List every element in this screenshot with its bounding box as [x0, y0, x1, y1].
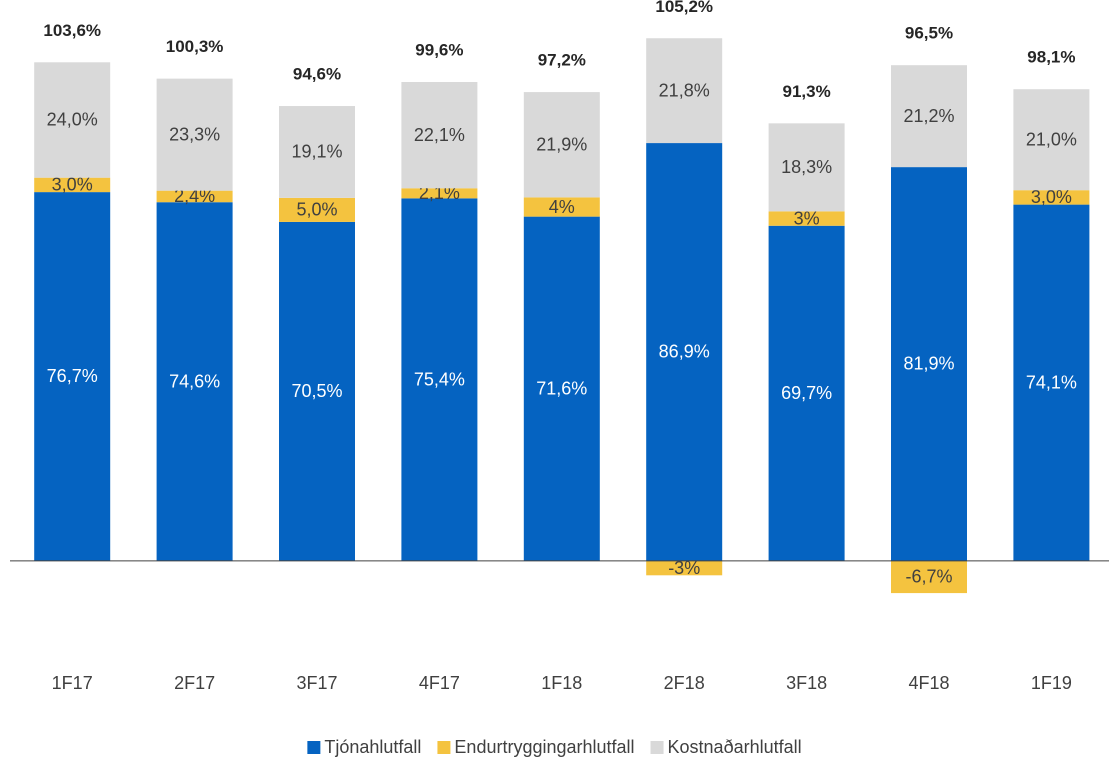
bar-segment — [279, 221, 355, 561]
x-tick-label: 4F17 — [419, 673, 460, 693]
bar-segment — [401, 198, 478, 561]
data-label: 71,6% — [536, 379, 587, 399]
total-label: 94,6% — [293, 65, 341, 84]
data-label: 22,1% — [414, 125, 465, 145]
bar-segment — [891, 560, 967, 594]
data-label: 81,9% — [903, 354, 954, 374]
data-label: 3% — [794, 208, 820, 228]
data-label: 21,0% — [1026, 129, 1077, 149]
data-label: 21,9% — [536, 134, 587, 154]
data-label: 70,5% — [291, 381, 342, 401]
bar-segment — [401, 188, 478, 199]
bar-segment — [1013, 190, 1090, 205]
data-label: 75,4% — [414, 369, 465, 389]
bar-segment — [156, 202, 233, 561]
data-label: 5,0% — [296, 200, 337, 220]
bar-segment — [523, 197, 600, 217]
x-tick-label: 2F17 — [174, 673, 215, 693]
legend-swatch — [650, 741, 664, 754]
bar-segment — [768, 211, 845, 226]
bar-segment — [646, 38, 723, 144]
bar-segment — [891, 167, 967, 561]
bar-segment — [891, 65, 967, 168]
bar-segment — [768, 225, 845, 561]
data-label: 23,3% — [169, 124, 220, 144]
total-label: 99,6% — [415, 40, 463, 59]
bar-segment — [401, 82, 478, 189]
data-label: 18,3% — [781, 157, 832, 177]
x-tick-label: 1F18 — [541, 673, 582, 693]
bar-segment — [646, 560, 723, 576]
data-label: 21,2% — [903, 106, 954, 126]
data-label: -6,7% — [905, 567, 952, 587]
bar-segment — [768, 123, 845, 212]
total-label: 97,2% — [538, 51, 586, 70]
bar-segment — [523, 92, 600, 198]
data-label: 74,6% — [169, 371, 220, 391]
bar-segment — [279, 197, 355, 222]
total-label: 98,1% — [1027, 48, 1075, 67]
data-label: 3,0% — [1031, 187, 1072, 207]
legend-swatch — [307, 741, 321, 754]
bar-segment — [523, 216, 600, 561]
x-tick-label: 3F17 — [296, 673, 337, 693]
bar-segment — [34, 192, 111, 561]
total-label: 91,3% — [782, 82, 830, 101]
data-label: 86,9% — [659, 342, 710, 362]
total-label: 105,2% — [655, 0, 713, 16]
x-tick-label: 2F18 — [664, 673, 705, 693]
data-label: 76,7% — [47, 366, 98, 386]
total-label: 96,5% — [905, 24, 953, 43]
legend-label: Kostnaðarhlutfall — [668, 737, 802, 757]
bar-segment — [156, 78, 233, 191]
data-label: 3,0% — [52, 175, 93, 195]
data-label: 2,4% — [174, 186, 215, 206]
x-tick-label: 3F18 — [786, 673, 827, 693]
data-label: 69,7% — [781, 383, 832, 403]
bar-segment — [279, 106, 355, 198]
data-label: -3% — [668, 558, 700, 578]
legend-label: Tjónahlutfall — [324, 737, 421, 757]
data-label: 19,1% — [291, 142, 342, 162]
bar-segment — [34, 177, 111, 193]
bar-segment — [1013, 204, 1090, 561]
bar-segment — [34, 62, 111, 178]
legend-swatch — [437, 741, 451, 754]
bar-segment — [646, 143, 723, 561]
x-tick-label: 1F19 — [1031, 673, 1072, 693]
x-tick-label: 1F17 — [52, 673, 93, 693]
bar-segment — [1013, 89, 1090, 191]
total-label: 103,6% — [43, 21, 101, 40]
legend-label: Endurtryggingarhlutfall — [454, 737, 634, 757]
total-label: 100,3% — [166, 37, 224, 56]
data-label: 21,8% — [659, 80, 710, 100]
data-label: 24,0% — [47, 110, 98, 130]
x-tick-label: 4F18 — [908, 673, 949, 693]
bar-segment — [156, 190, 233, 203]
data-label: 74,1% — [1026, 372, 1077, 392]
data-label: 4% — [549, 197, 575, 217]
